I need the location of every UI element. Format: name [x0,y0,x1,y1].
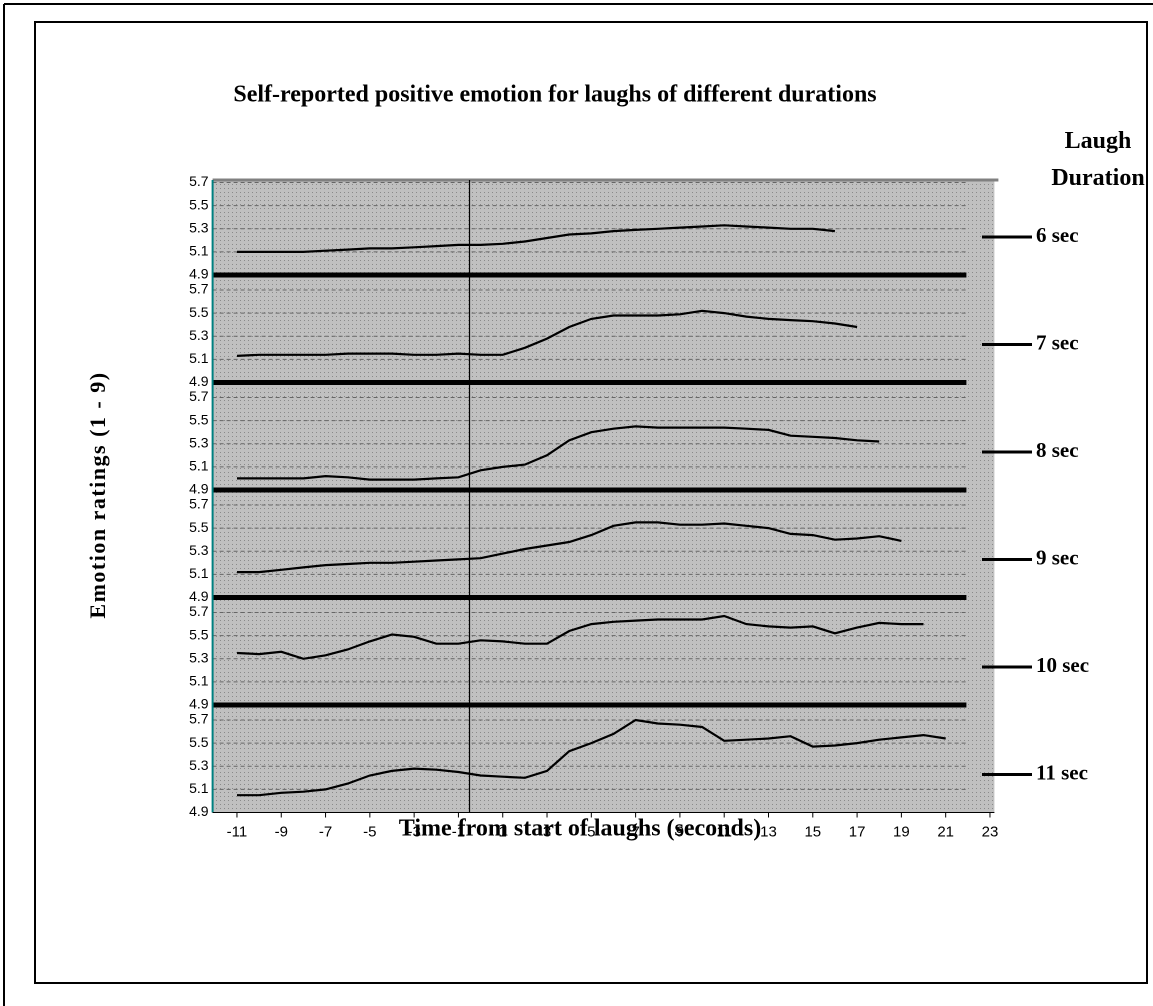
x-tick-label: 19 [893,823,910,840]
y-tick-label: 5.7 [189,173,209,189]
y-tick-label: 4.9 [189,266,209,282]
y-tick-label: 5.7 [189,496,209,512]
x-tick-label: 13 [760,823,777,840]
x-tick-label: -7 [319,823,332,840]
y-tick-label: 5.1 [189,673,209,689]
y-tick-label: 5.7 [189,711,209,727]
y-tick-label: 5.5 [189,519,209,535]
y-tick-label: 5.5 [189,196,209,212]
y-tick-label: 5.1 [189,565,209,581]
y-tick-label: 5.3 [189,434,209,450]
x-tick-label: 5 [587,823,595,840]
x-tick-label: 21 [937,823,954,840]
x-tick-label: -11 [227,823,248,840]
y-tick-label: 4.9 [189,373,209,389]
x-axis-label: Time from start of laughs (seconds) [399,816,761,842]
x-tick-label: -9 [275,823,288,840]
y-tick-label: 4.9 [189,803,209,819]
x-tick-label: 7 [631,823,639,840]
y-tick-label: 5.5 [189,411,209,427]
series-line [237,425,880,481]
y-tick-label: 5.1 [189,458,209,474]
x-tick-label: -3 [407,823,420,840]
legend-label: 8 sec [1036,438,1079,462]
y-tick-label: 5.7 [189,603,209,619]
x-tick-label: 3 [543,823,551,840]
series-line [237,521,902,574]
legend-label: 7 sec [1036,330,1079,354]
legend-label: 10 sec [1036,653,1089,677]
x-tick-label: -1 [452,823,465,840]
y-axis-label: Emotion ratings (1 - 9) [85,371,110,618]
x-tick-label: 1 [499,823,507,840]
series-line [236,614,924,660]
y-tick-label: 4.9 [189,696,209,712]
legend-title: Laugh Duration [1051,128,1145,191]
chart-border [34,21,1148,984]
x-tick-label: 23 [982,823,999,840]
y-tick-label: 5.7 [189,281,209,297]
y-tick-label: 5.5 [189,626,209,642]
y-tick-label: 5.3 [189,542,209,558]
y-tick-label: 5.1 [189,243,209,259]
y-tick-label: 5.5 [189,304,209,320]
y-tick-label: 5.3 [189,219,209,235]
series-line [236,309,858,357]
y-tick-label: 5.5 [189,734,209,750]
x-tick-label: 9 [676,823,684,840]
y-tick-label: 5.3 [189,327,209,343]
y-tick-label: 4.9 [189,588,209,604]
y-tick-label: 4.9 [189,481,209,497]
y-tick-label: 5.1 [189,780,209,796]
legend-label: 6 sec [1036,223,1079,247]
y-tick-label: 5.3 [189,649,209,665]
series-line [237,718,946,797]
series-line [237,224,836,253]
y-tick-label: 5.7 [189,388,209,404]
x-tick-label: 17 [849,823,866,840]
x-tick-label: 11 [716,823,732,840]
x-tick-label: -5 [363,823,376,840]
chart-title: Self-reported positive emotion for laugh… [233,82,876,108]
y-tick-label: 5.3 [189,757,209,773]
y-tick-label: 5.1 [189,350,209,366]
legend-label: 9 sec [1036,545,1079,569]
x-tick-label: 15 [804,823,821,840]
legend-label: 11 sec [1036,760,1088,784]
